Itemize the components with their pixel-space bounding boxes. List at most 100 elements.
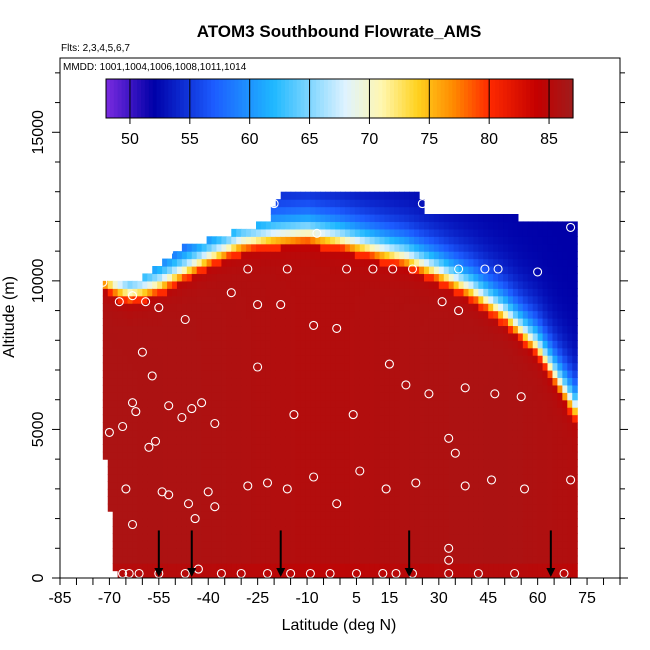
heatmap-cell bbox=[433, 459, 440, 468]
heatmap-cell bbox=[542, 459, 549, 468]
heatmap-cell bbox=[290, 318, 297, 327]
heatmap-cell bbox=[503, 459, 509, 468]
heatmap-cell bbox=[438, 481, 445, 490]
heatmap-cell bbox=[340, 474, 346, 483]
heatmap-cell bbox=[369, 399, 376, 408]
heatmap-cell bbox=[463, 288, 470, 297]
heatmap-cell bbox=[478, 295, 484, 304]
heatmap-cell bbox=[512, 273, 519, 282]
heatmap-cell bbox=[290, 436, 297, 445]
heatmap-cell bbox=[132, 540, 139, 549]
heatmap-cell bbox=[176, 414, 183, 423]
heatmap-cell bbox=[562, 511, 568, 520]
heatmap-cell bbox=[152, 370, 158, 379]
heatmap-cell bbox=[335, 355, 341, 364]
heatmap-cell bbox=[389, 288, 395, 297]
heatmap-cell bbox=[364, 481, 371, 490]
heatmap-cell bbox=[458, 392, 465, 401]
heatmap-cell bbox=[315, 459, 321, 468]
heatmap-cell bbox=[221, 555, 227, 564]
heatmap-cell bbox=[379, 258, 386, 267]
heatmap-cell bbox=[572, 451, 578, 460]
heatmap-cell bbox=[325, 451, 331, 460]
heatmap-cell bbox=[483, 436, 489, 445]
heatmap-cell bbox=[463, 459, 470, 468]
heatmap-cell bbox=[498, 310, 504, 319]
heatmap-cell bbox=[117, 288, 124, 297]
heatmap-cell bbox=[127, 355, 134, 364]
heatmap-cell bbox=[359, 481, 366, 490]
heatmap-cell bbox=[567, 280, 573, 289]
heatmap-cell bbox=[265, 496, 272, 505]
heatmap-cell bbox=[231, 407, 237, 416]
heatmap-cell bbox=[433, 273, 440, 282]
heatmap-cell bbox=[527, 370, 534, 379]
heatmap-cell bbox=[330, 540, 336, 549]
heatmap-cell bbox=[344, 377, 351, 386]
heatmap-cell bbox=[344, 288, 351, 297]
heatmap-cell bbox=[463, 266, 470, 275]
heatmap-cell bbox=[453, 563, 460, 572]
heatmap-cell bbox=[532, 347, 539, 356]
heatmap-cell bbox=[369, 555, 376, 564]
heatmap-cell bbox=[384, 355, 391, 364]
heatmap-cell bbox=[270, 295, 277, 304]
heatmap-cell bbox=[295, 318, 302, 327]
heatmap-cell bbox=[448, 377, 455, 386]
heatmap-cell bbox=[236, 429, 242, 438]
heatmap-cell bbox=[344, 407, 351, 416]
heatmap-cell bbox=[176, 488, 183, 497]
heatmap-cell bbox=[433, 295, 440, 304]
heatmap-cell bbox=[320, 384, 326, 393]
heatmap-cell bbox=[256, 429, 262, 438]
heatmap-cell bbox=[280, 295, 287, 304]
heatmap-cell bbox=[483, 496, 489, 505]
heatmap-cell bbox=[186, 362, 193, 371]
heatmap-cell bbox=[537, 392, 544, 401]
heatmap-cell bbox=[340, 503, 346, 512]
heatmap-cell bbox=[102, 436, 109, 445]
heatmap-cell bbox=[251, 414, 257, 423]
heatmap-cell bbox=[443, 228, 450, 237]
heatmap-cell bbox=[359, 392, 366, 401]
heatmap-cell bbox=[196, 295, 203, 304]
heatmap-cell bbox=[567, 310, 573, 319]
heatmap-cell bbox=[389, 563, 395, 572]
sample-point bbox=[332, 499, 342, 509]
heatmap-cell bbox=[176, 555, 183, 564]
heatmap-cell bbox=[473, 526, 479, 535]
heatmap-cell bbox=[424, 280, 430, 289]
heatmap-cell bbox=[562, 362, 568, 371]
heatmap-cell bbox=[542, 436, 549, 445]
heatmap-cell bbox=[394, 548, 400, 557]
heatmap-cell bbox=[537, 540, 544, 549]
heatmap-cell bbox=[221, 384, 227, 393]
heatmap-cell bbox=[532, 533, 539, 542]
heatmap-cell bbox=[419, 466, 425, 475]
colorbar-swatch bbox=[164, 79, 169, 118]
heatmap-cell bbox=[409, 332, 415, 341]
heatmap-cell bbox=[335, 377, 341, 386]
heatmap-cell bbox=[221, 518, 227, 527]
heatmap-cell bbox=[404, 318, 410, 327]
heatmap-cell bbox=[537, 332, 544, 341]
heatmap-cell bbox=[369, 340, 376, 349]
heatmap-cell bbox=[102, 325, 109, 334]
heatmap-cell bbox=[226, 362, 232, 371]
heatmap-cell bbox=[572, 555, 578, 564]
heatmap-cell bbox=[142, 451, 148, 460]
heatmap-cell bbox=[547, 221, 554, 230]
heatmap-cell bbox=[433, 414, 440, 423]
heatmap-cell bbox=[409, 243, 415, 252]
heatmap-cell bbox=[310, 407, 316, 416]
heatmap-cell bbox=[226, 377, 232, 386]
heatmap-cell bbox=[522, 570, 529, 578]
heatmap-cell bbox=[300, 251, 307, 260]
heatmap-cell bbox=[127, 503, 134, 512]
heatmap-cell bbox=[428, 347, 435, 356]
heatmap-cell bbox=[147, 399, 153, 408]
heatmap-cell bbox=[265, 347, 272, 356]
heatmap-cell bbox=[167, 436, 173, 445]
heatmap-cell bbox=[428, 214, 435, 223]
heatmap-cell bbox=[280, 466, 287, 475]
